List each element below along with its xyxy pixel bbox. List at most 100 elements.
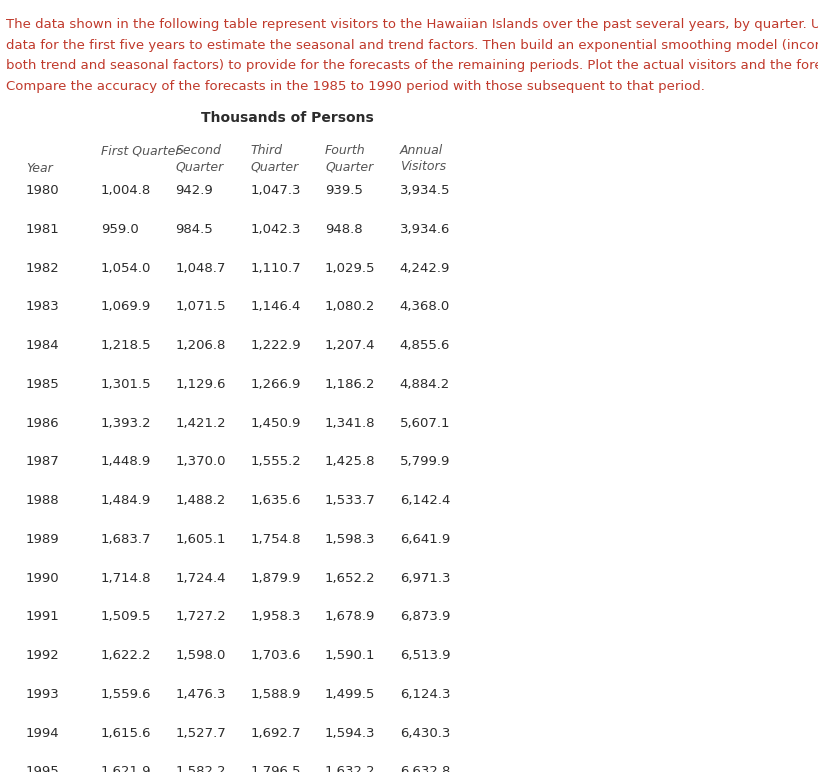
Text: 1,615.6: 1,615.6 xyxy=(101,726,151,740)
Text: 1,266.9: 1,266.9 xyxy=(250,378,300,391)
Text: Quarter: Quarter xyxy=(175,160,223,173)
Text: Third: Third xyxy=(250,144,282,157)
Text: 1,029.5: 1,029.5 xyxy=(325,262,375,275)
Text: 1,069.9: 1,069.9 xyxy=(101,300,151,313)
Text: 984.5: 984.5 xyxy=(175,223,213,236)
Text: First Quarter: First Quarter xyxy=(101,144,180,157)
Text: 1994: 1994 xyxy=(26,726,60,740)
Text: 1,622.2: 1,622.2 xyxy=(101,649,151,662)
Text: 1,206.8: 1,206.8 xyxy=(175,339,226,352)
Text: 1995: 1995 xyxy=(26,765,60,772)
Text: 1,588.9: 1,588.9 xyxy=(250,688,300,701)
Text: 4,855.6: 4,855.6 xyxy=(400,339,450,352)
Text: 1,692.7: 1,692.7 xyxy=(250,726,301,740)
Text: 1,635.6: 1,635.6 xyxy=(250,494,301,507)
Text: 6,632.8: 6,632.8 xyxy=(400,765,450,772)
Text: 1,598.0: 1,598.0 xyxy=(175,649,226,662)
Text: 1,110.7: 1,110.7 xyxy=(250,262,301,275)
Text: 1,683.7: 1,683.7 xyxy=(101,533,151,546)
Text: 3,934.5: 3,934.5 xyxy=(400,185,450,197)
Text: 1,703.6: 1,703.6 xyxy=(250,649,301,662)
Text: 5,607.1: 5,607.1 xyxy=(400,417,450,430)
Text: 1988: 1988 xyxy=(26,494,60,507)
Text: 6,142.4: 6,142.4 xyxy=(400,494,450,507)
Text: 1,488.2: 1,488.2 xyxy=(175,494,226,507)
Text: 6,124.3: 6,124.3 xyxy=(400,688,450,701)
Text: 1,448.9: 1,448.9 xyxy=(101,455,151,469)
Text: 1983: 1983 xyxy=(26,300,60,313)
Text: 1,724.4: 1,724.4 xyxy=(175,572,226,584)
Text: Quarter: Quarter xyxy=(325,160,373,173)
Text: 1,582.2: 1,582.2 xyxy=(175,765,226,772)
Text: 1981: 1981 xyxy=(26,223,60,236)
Text: 1,042.3: 1,042.3 xyxy=(250,223,301,236)
Text: 1986: 1986 xyxy=(26,417,60,430)
Text: 1,071.5: 1,071.5 xyxy=(175,300,226,313)
Text: 6,430.3: 6,430.3 xyxy=(400,726,450,740)
Text: 1,879.9: 1,879.9 xyxy=(250,572,300,584)
Text: 1,652.2: 1,652.2 xyxy=(325,572,375,584)
Text: 6,513.9: 6,513.9 xyxy=(400,649,450,662)
Text: 939.5: 939.5 xyxy=(325,185,363,197)
Text: 1,425.8: 1,425.8 xyxy=(325,455,375,469)
Text: 4,242.9: 4,242.9 xyxy=(400,262,450,275)
Text: 1,621.9: 1,621.9 xyxy=(101,765,151,772)
Text: 1980: 1980 xyxy=(26,185,60,197)
Text: 1992: 1992 xyxy=(26,649,60,662)
Text: 1,004.8: 1,004.8 xyxy=(101,185,151,197)
Text: 1,129.6: 1,129.6 xyxy=(175,378,226,391)
Text: 1,598.3: 1,598.3 xyxy=(325,533,375,546)
Text: 1,533.7: 1,533.7 xyxy=(325,494,375,507)
Text: 1,678.9: 1,678.9 xyxy=(325,611,375,624)
Text: 6,641.9: 6,641.9 xyxy=(400,533,450,546)
Text: 1,370.0: 1,370.0 xyxy=(175,455,226,469)
Text: 1,301.5: 1,301.5 xyxy=(101,378,151,391)
Text: Quarter: Quarter xyxy=(250,160,299,173)
Text: Year: Year xyxy=(26,162,52,175)
Text: 4,884.2: 4,884.2 xyxy=(400,378,450,391)
Text: 1,080.2: 1,080.2 xyxy=(325,300,375,313)
Text: both trend and seasonal factors) to provide for the forecasts of the remaining p: both trend and seasonal factors) to prov… xyxy=(6,59,818,73)
Text: 6,971.3: 6,971.3 xyxy=(400,572,450,584)
Text: 1,527.7: 1,527.7 xyxy=(175,726,227,740)
Text: 1990: 1990 xyxy=(26,572,60,584)
Text: 3,934.6: 3,934.6 xyxy=(400,223,450,236)
Text: Annual: Annual xyxy=(400,144,443,157)
Text: 1,555.2: 1,555.2 xyxy=(250,455,301,469)
Text: 1,450.9: 1,450.9 xyxy=(250,417,300,430)
Text: Fourth: Fourth xyxy=(325,144,366,157)
Text: 1,632.2: 1,632.2 xyxy=(325,765,375,772)
Text: The data shown in the following table represent visitors to the Hawaiian Islands: The data shown in the following table re… xyxy=(6,19,818,32)
Text: 1,222.9: 1,222.9 xyxy=(250,339,301,352)
Text: 1,509.5: 1,509.5 xyxy=(101,611,151,624)
Text: 1,727.2: 1,727.2 xyxy=(175,611,227,624)
Text: Visitors: Visitors xyxy=(400,160,446,173)
Text: 1,605.1: 1,605.1 xyxy=(175,533,226,546)
Text: 948.8: 948.8 xyxy=(325,223,362,236)
Text: 1,393.2: 1,393.2 xyxy=(101,417,151,430)
Text: 1,207.4: 1,207.4 xyxy=(325,339,375,352)
Text: 6,873.9: 6,873.9 xyxy=(400,611,450,624)
Text: 1,048.7: 1,048.7 xyxy=(175,262,226,275)
Text: 5,799.9: 5,799.9 xyxy=(400,455,450,469)
Text: 1991: 1991 xyxy=(26,611,60,624)
Text: 1,421.2: 1,421.2 xyxy=(175,417,226,430)
Text: 1,047.3: 1,047.3 xyxy=(250,185,301,197)
Text: Compare the accuracy of the forecasts in the 1985 to 1990 period with those subs: Compare the accuracy of the forecasts in… xyxy=(6,80,704,93)
Text: 1984: 1984 xyxy=(26,339,60,352)
Text: 1,146.4: 1,146.4 xyxy=(250,300,300,313)
Text: 1982: 1982 xyxy=(26,262,60,275)
Text: 1,341.8: 1,341.8 xyxy=(325,417,375,430)
Text: 1987: 1987 xyxy=(26,455,60,469)
Text: 1,186.2: 1,186.2 xyxy=(325,378,375,391)
Text: 1,796.5: 1,796.5 xyxy=(250,765,301,772)
Text: 1989: 1989 xyxy=(26,533,60,546)
Text: 1,559.6: 1,559.6 xyxy=(101,688,151,701)
Text: 1993: 1993 xyxy=(26,688,60,701)
Text: 1,958.3: 1,958.3 xyxy=(250,611,301,624)
Text: Second: Second xyxy=(175,144,222,157)
Text: 1985: 1985 xyxy=(26,378,60,391)
Text: 1,476.3: 1,476.3 xyxy=(175,688,226,701)
Text: Thousands of Persons: Thousands of Persons xyxy=(201,111,374,125)
Text: 1,754.8: 1,754.8 xyxy=(250,533,301,546)
